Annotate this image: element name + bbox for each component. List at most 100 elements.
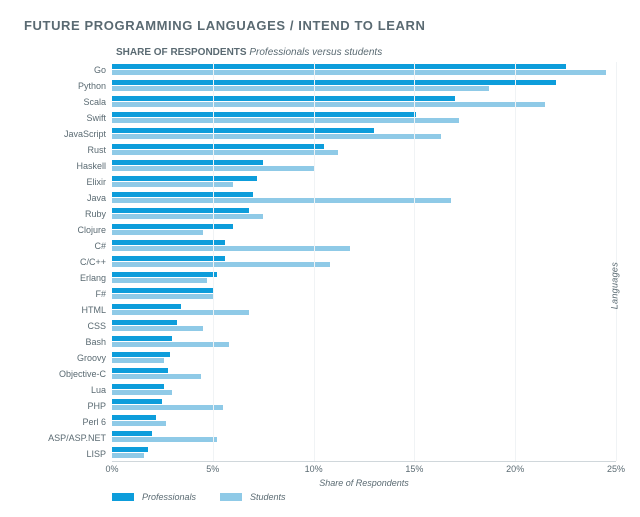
bar-students [112, 437, 217, 442]
bar-row [112, 110, 616, 126]
bar-row [112, 78, 616, 94]
bar-professionals [112, 320, 177, 325]
x-tick-label: 5% [206, 464, 219, 474]
y-tick-label: F# [24, 286, 112, 302]
bar-students [112, 182, 233, 187]
gridline [314, 62, 315, 461]
bar-professionals [112, 368, 168, 373]
bar-students [112, 102, 545, 107]
bar-row [112, 397, 616, 413]
bar-row [112, 365, 616, 381]
y-tick-label: JavaScript [24, 126, 112, 142]
bar-professionals [112, 272, 217, 277]
bar-row [112, 190, 616, 206]
bar-row [112, 206, 616, 222]
bar-students [112, 230, 203, 235]
bar-row [112, 222, 616, 238]
bar-row [112, 381, 616, 397]
gridline [213, 62, 214, 461]
bar-row [112, 237, 616, 253]
bar-professionals [112, 224, 233, 229]
bar-row [112, 301, 616, 317]
y-tick-label: Lua [24, 382, 112, 398]
bar-rows [112, 62, 616, 461]
y-tick-label: Objective-C [24, 366, 112, 382]
bar-professionals [112, 240, 225, 245]
bar-students [112, 214, 263, 219]
bar-row [112, 142, 616, 158]
swatch-professionals [112, 493, 134, 501]
y-tick-label: LISP [24, 446, 112, 462]
legend-label-professionals: Professionals [142, 492, 196, 502]
bar-students [112, 150, 338, 155]
plot-area [112, 62, 616, 462]
bar-students [112, 405, 223, 410]
bar-row [112, 413, 616, 429]
right-axis-label: Languages [609, 262, 619, 309]
y-tick-label: Clojure [24, 222, 112, 238]
bar-row [112, 126, 616, 142]
chart-title: FUTURE PROGRAMMING LANGUAGES / INTEND TO… [24, 18, 616, 33]
bar-professionals [112, 80, 556, 85]
swatch-students [220, 493, 242, 501]
subtitle-bold: SHARE OF RESPONDENTS [116, 47, 247, 58]
bar-row [112, 253, 616, 269]
y-tick-label: Perl 6 [24, 414, 112, 430]
bar-row [112, 94, 616, 110]
y-tick-label: Bash [24, 334, 112, 350]
bar-professionals [112, 304, 181, 309]
bar-professionals [112, 128, 374, 133]
bar-students [112, 118, 459, 123]
y-tick-label: C/C++ [24, 254, 112, 270]
chart-page: { "title": "FUTURE PROGRAMMING LANGUAGES… [0, 0, 640, 517]
bar-students [112, 326, 203, 331]
bar-students [112, 421, 166, 426]
bar-professionals [112, 431, 152, 436]
y-tick-label: Go [24, 62, 112, 78]
bar-students [112, 198, 451, 203]
bar-students [112, 374, 201, 379]
y-tick-label: Java [24, 190, 112, 206]
y-tick-label: C# [24, 238, 112, 254]
bar-row [112, 62, 616, 78]
bar-students [112, 310, 249, 315]
y-tick-label: Haskell [24, 158, 112, 174]
bar-students [112, 453, 144, 458]
x-tick-label: 10% [305, 464, 323, 474]
bar-students [112, 358, 164, 363]
chart-subtitle: SHARE OF RESPONDENTS Professionals versu… [116, 47, 616, 58]
y-tick-label: Swift [24, 110, 112, 126]
bar-professionals [112, 192, 253, 197]
legend-professionals: Professionals [112, 492, 196, 502]
bar-professionals [112, 447, 148, 452]
gridline [515, 62, 516, 461]
x-axis-label: Share of Respondents [319, 478, 409, 488]
bar-row [112, 174, 616, 190]
bar-students [112, 262, 330, 267]
y-tick-label: Python [24, 78, 112, 94]
x-tick-label: 20% [506, 464, 524, 474]
bar-professionals [112, 336, 172, 341]
y-tick-label: CSS [24, 318, 112, 334]
bar-row [112, 158, 616, 174]
bar-students [112, 294, 213, 299]
y-tick-label: Rust [24, 142, 112, 158]
bar-professionals [112, 208, 249, 213]
bar-row [112, 269, 616, 285]
y-tick-label: ASP/ASP.NET [24, 430, 112, 446]
bar-row [112, 285, 616, 301]
subtitle-italic: Professionals versus students [249, 47, 382, 58]
y-tick-label: Ruby [24, 206, 112, 222]
bar-students [112, 70, 606, 75]
gridline [414, 62, 415, 461]
bar-professionals [112, 160, 263, 165]
y-tick-label: HTML [24, 302, 112, 318]
bar-professionals [112, 64, 566, 69]
x-tick-label: 0% [105, 464, 118, 474]
chart-area: GoPythonScalaSwiftJavaScriptRustHaskellE… [24, 62, 616, 462]
bar-professionals [112, 144, 324, 149]
bar-row [112, 317, 616, 333]
bar-row [112, 349, 616, 365]
bar-professionals [112, 415, 156, 420]
bar-row [112, 333, 616, 349]
